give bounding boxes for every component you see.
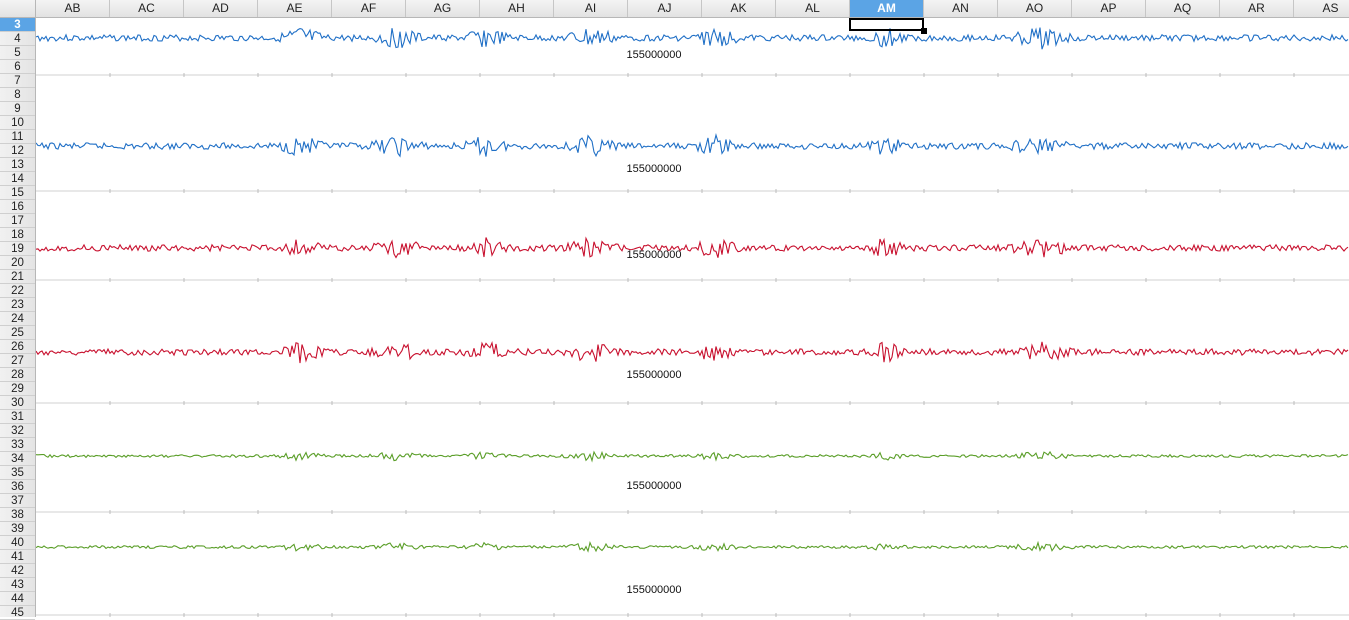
chart-6-signal-line [36,540,1349,553]
active-cell-cursor[interactable] [849,18,924,31]
row-header-18[interactable]: 18 [0,228,35,242]
row-header-28[interactable]: 28 [0,368,35,382]
column-header-ag[interactable]: AG [406,0,480,17]
row-header-5[interactable]: 5 [0,46,35,60]
row-header-13[interactable]: 13 [0,158,35,172]
row-header-15[interactable]: 15 [0,186,35,200]
row-header-33[interactable]: 33 [0,438,35,452]
column-header-aj[interactable]: AJ [628,0,702,17]
chart-5-axis-label: 155000000 [626,480,681,492]
column-header-af[interactable]: AF [332,0,406,17]
row-header-31[interactable]: 31 [0,410,35,424]
column-header-am[interactable]: AM [850,0,924,17]
chart-2: 155000000 [36,133,1349,193]
row-header-8[interactable]: 8 [0,88,35,102]
chart-5: 155000000 [36,450,1349,514]
row-header-22[interactable]: 22 [0,284,35,298]
row-header-7[interactable]: 7 [0,74,35,88]
chart-4-signal-line [36,340,1349,364]
column-header-ah[interactable]: AH [480,0,554,17]
row-header-29[interactable]: 29 [0,382,35,396]
column-header-ar[interactable]: AR [1220,0,1294,17]
row-header-37[interactable]: 37 [0,494,35,508]
column-header-ad[interactable]: AD [184,0,258,17]
row-header-27[interactable]: 27 [0,354,35,368]
column-header-ae[interactable]: AE [258,0,332,17]
column-header-bar: AB AC AD AE AF AG AH AI AJ AK AL AM AN AO AP AQ AR AS [0,0,1349,18]
row-header-39[interactable]: 39 [0,522,35,536]
column-header-ai[interactable]: AI [554,0,628,17]
row-header-12[interactable]: 12 [0,144,35,158]
row-header-35[interactable]: 35 [0,466,35,480]
chart-3-axis-label: 155000000 [626,249,681,261]
column-header-al[interactable]: AL [776,0,850,17]
row-header-23[interactable]: 23 [0,298,35,312]
sheet-grid[interactable]: 155000000 155000000 155000000 155000000 1550… [36,18,1349,617]
column-header-an[interactable]: AN [924,0,998,17]
row-header-4[interactable]: 4 [0,32,35,46]
fill-handle[interactable] [921,28,927,34]
column-header-ak[interactable]: AK [702,0,776,17]
row-header-20[interactable]: 20 [0,256,35,270]
column-header-ac[interactable]: AC [110,0,184,17]
row-header-30[interactable]: 30 [0,396,35,410]
chart-2-axis-label: 155000000 [626,163,681,175]
row-header-16[interactable]: 16 [0,200,35,214]
chart-5-signal-line [36,450,1349,463]
row-header-9[interactable]: 9 [0,102,35,116]
column-header-aq[interactable]: AQ [1146,0,1220,17]
row-header-bar: 3 4 5 6 7 8 9 10 11 12 13 14 15 16 17 18 19 20 21 22 23 24 25 2… [0,18,36,620]
row-header-21[interactable]: 21 [0,270,35,284]
row-header-14[interactable]: 14 [0,172,35,186]
row-header-40[interactable]: 40 [0,536,35,550]
waveform-charts: 155000000 155000000 155000000 155000000 1550… [36,27,1349,617]
row-header-41[interactable]: 41 [0,550,35,564]
chart-4: 155000000 [36,340,1349,405]
row-header-42[interactable]: 42 [0,564,35,578]
column-header-ab[interactable]: AB [36,0,110,17]
row-header-26[interactable]: 26 [0,340,35,354]
row-header-25[interactable]: 25 [0,326,35,340]
row-header-38[interactable]: 38 [0,508,35,522]
chart-2-signal-line [36,133,1349,158]
chart-3: 155000000 [36,236,1349,282]
chart-1-signal-line [36,27,1349,50]
chart-1-axis-label: 155000000 [626,49,681,61]
chart-6: 155000000 [36,540,1349,617]
row-header-10[interactable]: 10 [0,116,35,130]
row-header-36[interactable]: 36 [0,480,35,494]
select-all-corner[interactable] [0,0,36,17]
row-header-32[interactable]: 32 [0,424,35,438]
chart-4-axis-label: 155000000 [626,369,681,381]
row-header-24[interactable]: 24 [0,312,35,326]
row-header-45[interactable]: 45 [0,606,35,620]
chart-6-axis-label: 155000000 [626,584,681,596]
row-header-34[interactable]: 34 [0,452,35,466]
row-header-44[interactable]: 44 [0,592,35,606]
row-header-43[interactable]: 43 [0,578,35,592]
column-header-ap[interactable]: AP [1072,0,1146,17]
row-header-11[interactable]: 11 [0,130,35,144]
row-header-17[interactable]: 17 [0,214,35,228]
chart-3-signal-line [36,236,1349,259]
row-header-3[interactable]: 3 [0,18,35,32]
chart-1: 155000000 [36,27,1349,77]
column-header-ao[interactable]: AO [998,0,1072,17]
column-header-as[interactable]: AS [1294,0,1349,17]
row-header-6[interactable]: 6 [0,60,35,74]
row-header-19[interactable]: 19 [0,242,35,256]
